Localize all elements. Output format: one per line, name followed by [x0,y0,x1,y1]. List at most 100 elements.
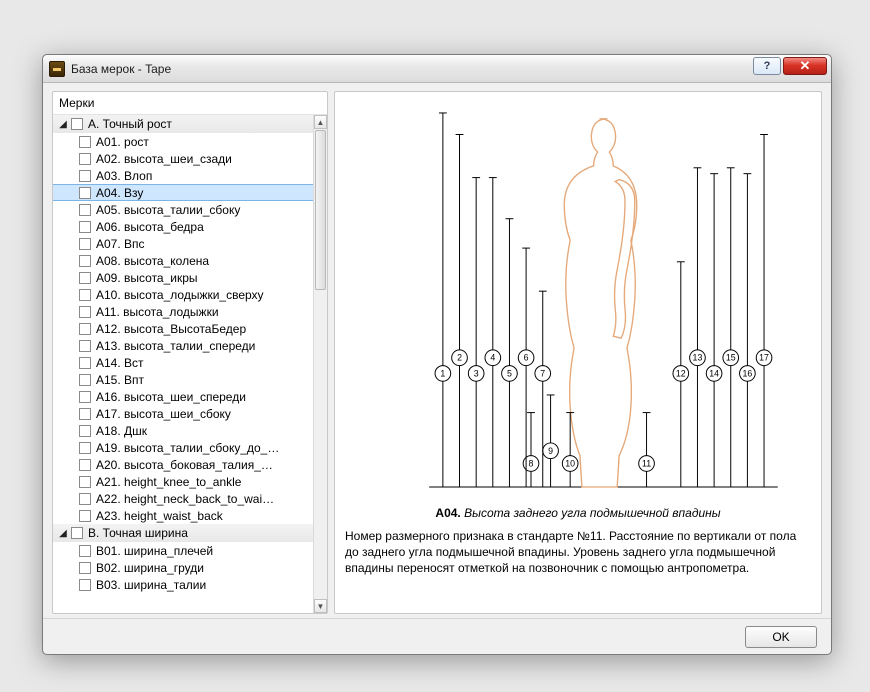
tree-item[interactable]: A11. высота_лодыжки [53,303,313,320]
svg-text:6: 6 [524,353,529,363]
checkbox[interactable] [79,562,91,574]
checkbox[interactable] [79,459,91,471]
item-label: B01. ширина_плечей [96,544,213,558]
svg-text:3: 3 [474,368,479,378]
checkbox[interactable] [79,579,91,591]
checkbox[interactable] [79,510,91,522]
tree-group-head[interactable]: ◢ A. Точный рост [53,115,313,133]
app-icon [49,61,65,77]
svg-text:5: 5 [507,368,512,378]
checkbox[interactable] [79,425,91,437]
measurement-tree[interactable]: ◢ A. Точный рост A01. рост A02. высота_шеи_… [53,115,313,613]
checkbox[interactable] [79,238,91,250]
tree-item[interactable]: B01. ширина_плечей [53,542,313,559]
checkbox[interactable] [79,493,91,505]
svg-text:7: 7 [540,368,545,378]
item-label: A11. высота_лодыжки [96,305,219,319]
item-label: A16. высота_шеи_спереди [96,390,246,404]
checkbox[interactable] [71,118,83,130]
checkbox[interactable] [71,527,83,539]
item-label: A09. высота_икры [96,271,198,285]
item-label: A10. высота_лодыжки_сверху [96,288,264,302]
item-label: A19. высота_талии_сбоку_до_… [96,441,279,455]
checkbox[interactable] [79,255,91,267]
svg-text:12: 12 [676,368,686,378]
tree-item[interactable]: A02. высота_шеи_сзади [53,150,313,167]
scroll-up-button[interactable]: ▲ [314,115,327,129]
group-label: A. Точный рост [88,117,172,131]
left-panel-header: Мерки [53,92,327,114]
checkbox[interactable] [79,357,91,369]
ok-button[interactable]: OK [745,626,817,648]
tree-item[interactable]: A05. высота_талии_сбоку [53,201,313,218]
checkbox[interactable] [79,153,91,165]
checkbox[interactable] [79,545,91,557]
dialog-window: База мерок - Tape ? ✕ Мерки ◢ A. Точный р… [42,54,832,655]
item-label: A04. Взу [96,186,143,200]
caption-code: A04. [435,506,460,520]
expand-icon[interactable]: ◢ [57,119,69,130]
checkbox[interactable] [79,391,91,403]
checkbox[interactable] [79,272,91,284]
caption-text: Высота заднего угла подмышечной впадины [464,506,720,520]
scrollbar[interactable]: ▲ ▼ [313,115,327,613]
checkbox[interactable] [79,187,91,199]
tree-item[interactable]: A23. height_waist_back [53,507,313,524]
tree-item[interactable]: B03. ширина_талии [53,576,313,593]
checkbox[interactable] [79,136,91,148]
tree-item[interactable]: A20. высота_боковая_талия_… [53,456,313,473]
window-title: База мерок - Tape [71,62,171,76]
tree-item[interactable]: A21. height_knee_to_ankle [53,473,313,490]
item-label: A12. высота_ВысотаБедер [96,322,246,336]
item-label: A03. Влоп [96,169,152,183]
scroll-thumb[interactable] [315,130,326,290]
checkbox[interactable] [79,289,91,301]
tree-item[interactable]: A09. высота_икры [53,269,313,286]
titlebar[interactable]: База мерок - Tape ? ✕ [43,55,831,83]
item-label: A20. высота_боковая_талия_… [96,458,273,472]
tree-item[interactable]: A19. высота_талии_сбоку_до_… [53,439,313,456]
svg-text:14: 14 [709,368,719,378]
tree-item[interactable]: A17. высота_шеи_сбоку [53,405,313,422]
checkbox[interactable] [79,323,91,335]
tree-item[interactable]: A22. height_neck_back_to_wai… [53,490,313,507]
checkbox[interactable] [79,408,91,420]
tree-item[interactable]: A18. Дшк [53,422,313,439]
tree-item[interactable]: B02. ширина_груди [53,559,313,576]
left-panel: Мерки ◢ A. Точный рост A01. рост A02. высот… [52,91,328,614]
svg-text:16: 16 [742,368,752,378]
item-label: A02. высота_шеи_сзади [96,152,232,166]
checkbox[interactable] [79,170,91,182]
svg-text:2: 2 [457,353,462,363]
checkbox[interactable] [79,204,91,216]
checkbox[interactable] [79,476,91,488]
help-button[interactable]: ? [753,57,781,75]
tree-item[interactable]: A06. высота_бедра [53,218,313,235]
tree-item[interactable]: A15. Впт [53,371,313,388]
svg-text:9: 9 [548,446,553,456]
item-label: A17. высота_шеи_сбоку [96,407,231,421]
tree-item[interactable]: A07. Впс [53,235,313,252]
svg-text:13: 13 [693,353,703,363]
checkbox[interactable] [79,442,91,454]
checkbox[interactable] [79,340,91,352]
tree-item[interactable]: A08. высота_колена [53,252,313,269]
item-label: A08. высота_колена [96,254,209,268]
item-label: A14. Вст [96,356,144,370]
tree-item[interactable]: A10. высота_лодыжки_сверху [53,286,313,303]
close-button[interactable]: ✕ [783,57,827,75]
tree-item[interactable]: A04. Взу [53,184,313,201]
tree-item[interactable]: A01. рост [53,133,313,150]
scroll-down-button[interactable]: ▼ [314,599,327,613]
tree-item[interactable]: A14. Вст [53,354,313,371]
tree-group-head[interactable]: ◢B. Точная ширина [53,524,313,542]
checkbox[interactable] [79,306,91,318]
expand-icon[interactable]: ◢ [57,528,69,539]
tree-item[interactable]: A16. высота_шеи_спереди [53,388,313,405]
checkbox[interactable] [79,374,91,386]
tree-item[interactable]: A03. Влоп [53,167,313,184]
tree-item[interactable]: A13. высота_талии_спереди [53,337,313,354]
tree-item[interactable]: A12. высота_ВысотаБедер [53,320,313,337]
item-label: A23. height_waist_back [96,509,223,523]
checkbox[interactable] [79,221,91,233]
